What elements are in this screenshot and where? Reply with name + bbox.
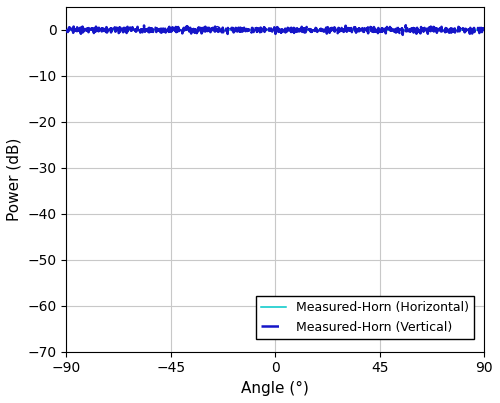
Measured-Horn (Horizontal) (272, 27, 278, 32)
Y-axis label: Power (dB): Power (dB) (7, 138, 22, 221)
Measured-Horn (Horizontal) (220, 27, 226, 32)
Measured-Horn (Vertical) (400, 33, 406, 37)
Measured-Horn (Horizontal) (64, 27, 70, 32)
Measured-Horn (Vertical) (481, 29, 487, 34)
Measured-Horn (Vertical) (348, 28, 354, 33)
Measured-Horn (Horizontal) (272, 27, 278, 32)
Measured-Horn (Vertical) (236, 25, 242, 30)
Measured-Horn (Vertical) (234, 27, 240, 31)
Measured-Horn (Horizontal) (88, 27, 94, 32)
Line: Measured-Horn (Vertical): Measured-Horn (Vertical) (66, 25, 484, 35)
Measured-Horn (Vertical) (88, 27, 94, 32)
Measured-Horn (Horizontal) (236, 27, 242, 32)
Measured-Horn (Vertical) (64, 27, 70, 32)
Measured-Horn (Vertical) (152, 27, 158, 31)
Measured-Horn (Vertical) (403, 23, 409, 28)
Measured-Horn (Horizontal) (234, 27, 240, 32)
Legend: Measured-Horn (Horizontal), Measured-Horn (Vertical): Measured-Horn (Horizontal), Measured-Hor… (256, 296, 474, 339)
Measured-Horn (Horizontal) (349, 27, 355, 32)
Measured-Horn (Horizontal) (152, 27, 158, 32)
Measured-Horn (Vertical) (220, 25, 226, 30)
Measured-Horn (Horizontal) (481, 27, 487, 32)
X-axis label: Angle (°): Angle (°) (242, 381, 310, 396)
